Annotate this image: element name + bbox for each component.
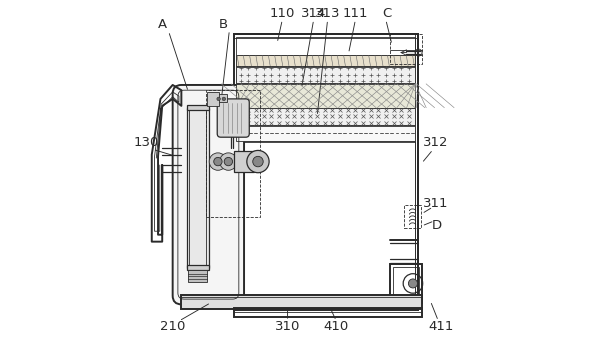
- Circle shape: [217, 97, 220, 101]
- Bar: [216, 94, 227, 102]
- FancyBboxPatch shape: [217, 99, 249, 137]
- Text: 313: 313: [315, 7, 340, 20]
- Bar: [186, 108, 209, 268]
- Bar: [189, 110, 206, 265]
- FancyBboxPatch shape: [172, 85, 244, 304]
- Bar: [182, 294, 421, 309]
- Bar: [236, 66, 415, 83]
- Text: 314: 314: [301, 7, 326, 20]
- Text: 312: 312: [423, 136, 448, 149]
- Bar: [233, 34, 418, 310]
- Text: C: C: [382, 7, 391, 20]
- Text: 111: 111: [343, 7, 368, 20]
- Bar: [393, 267, 419, 300]
- Text: 310: 310: [275, 320, 300, 333]
- Text: 311: 311: [423, 197, 448, 210]
- Bar: [207, 92, 219, 106]
- Bar: [188, 270, 207, 282]
- Bar: [390, 264, 421, 303]
- Text: D: D: [432, 219, 443, 232]
- Text: 110: 110: [270, 7, 295, 20]
- Bar: [236, 37, 415, 307]
- Bar: [236, 55, 415, 66]
- Bar: [404, 205, 421, 228]
- Circle shape: [213, 157, 222, 166]
- Circle shape: [222, 97, 226, 101]
- Bar: [390, 34, 421, 64]
- Circle shape: [224, 157, 233, 166]
- Bar: [236, 126, 415, 141]
- Bar: [186, 105, 209, 110]
- Text: B: B: [218, 18, 228, 31]
- Text: 130: 130: [134, 136, 159, 149]
- Text: 411: 411: [428, 320, 453, 333]
- Text: 210: 210: [160, 320, 185, 333]
- Bar: [236, 108, 415, 125]
- Circle shape: [219, 153, 237, 170]
- Text: 410: 410: [324, 320, 349, 333]
- Bar: [236, 84, 415, 108]
- Circle shape: [209, 153, 227, 170]
- Circle shape: [247, 151, 269, 173]
- Bar: [233, 308, 421, 317]
- Bar: [233, 151, 254, 172]
- Text: A: A: [157, 18, 167, 31]
- Bar: [206, 90, 260, 217]
- Circle shape: [253, 156, 263, 167]
- Bar: [186, 265, 209, 270]
- Circle shape: [408, 279, 417, 288]
